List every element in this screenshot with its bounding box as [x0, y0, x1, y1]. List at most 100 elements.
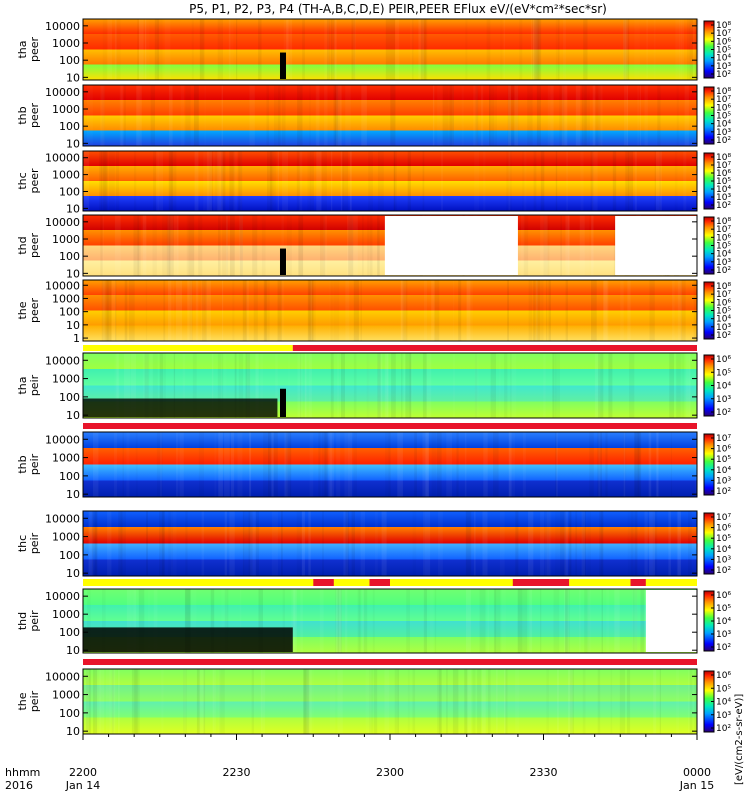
- panel-label-species: peir: [28, 610, 41, 632]
- spectrogram-texture: [102, 280, 686, 341]
- mode-bars: [83, 345, 697, 665]
- y-tick-label: 100: [59, 54, 80, 67]
- y-tick-label: 10000: [45, 86, 80, 99]
- low-count-region: [83, 627, 293, 652]
- y-tick-label: 10000: [45, 216, 80, 229]
- colorbar-tick-label: 10⁶: [716, 169, 731, 179]
- spectrogram-thc-peir: [83, 511, 697, 576]
- y-tick-label: 1000: [52, 531, 80, 544]
- y-tick-label: 10: [66, 725, 80, 738]
- y-tick-label: 1000: [52, 103, 80, 116]
- panel-label-species: peir: [28, 690, 41, 712]
- spectrogram-texture: [85, 669, 690, 734]
- colorbar-tick-label: 10⁴: [716, 250, 731, 260]
- colorbar-tick-label: 10⁴: [716, 617, 731, 627]
- y-tick-label: 10: [66, 137, 80, 150]
- y-tick-label: 10: [66, 71, 80, 84]
- burst-gap: [279, 52, 286, 79]
- panel-thb-peer: 10000 1000 100 10 thb peer 10⁸10⁷10⁶10⁵10⁴10³1…: [16, 84, 731, 150]
- mode-bar-segment: [512, 579, 570, 586]
- spectrogram-texture: [83, 151, 662, 211]
- burst-gap: [279, 248, 286, 275]
- y-tick-label: 10: [66, 202, 80, 215]
- colorbar-tick-label: 10²: [716, 408, 731, 418]
- colorbar-tick-label: 10⁸: [716, 153, 731, 163]
- y-tick-label: 1000: [52, 373, 80, 386]
- colorbar-tick-label: 10²: [716, 566, 731, 576]
- colorbar-tick-label: 10²: [716, 70, 731, 80]
- colorbar-tick-label: 10⁴: [716, 698, 731, 708]
- colorbar-tick-label: 10³: [716, 711, 731, 721]
- y-tick-label: 100: [59, 391, 80, 404]
- panel-thc-peer: 10000 1000 100 10 thc peer 10⁸10⁷10⁶10⁵10⁴10³1…: [16, 150, 731, 215]
- panel-label-species: peer: [28, 37, 41, 63]
- y-tick-label: 10: [66, 319, 80, 332]
- y-tick-label: 1000: [52, 608, 80, 621]
- colorbar-units-label: [eV/(cm2-s-sr-eV)]: [734, 694, 745, 785]
- y-tick-label: 100: [59, 707, 80, 720]
- panel-label-species: peer: [28, 233, 41, 259]
- colorbar-tick-label: 10⁵: [716, 242, 731, 252]
- y-tick-label: 10: [66, 267, 80, 280]
- panel-label-species: peir: [28, 453, 41, 475]
- colorbar: 10⁶ 10⁵ 10⁴ 10³ 10²: [703, 354, 731, 418]
- mode-bar: [83, 345, 697, 351]
- mode-bar: [83, 659, 697, 665]
- colorbar-tick-label: 10⁵: [716, 307, 731, 317]
- colorbar-tick-label: 10⁵: [716, 455, 731, 465]
- colorbar-tick-label: 10⁷: [716, 513, 731, 523]
- panel-tha-peir: 10000 1000 100 10 tha peir 10⁶ 10⁵ 10⁴ 10³ 10²: [16, 352, 731, 422]
- panel-frame: [82, 84, 698, 147]
- spectrogram-the-peir: [83, 669, 697, 734]
- mode-bar-segment: [83, 659, 697, 665]
- panel-tha-peer: 10000 1000 100 10 tha peer 10⁸10⁷10⁶10⁵10⁴10³1…: [16, 18, 731, 84]
- colorbar-tick-label: 10²: [716, 266, 731, 276]
- y-tick-label: 10000: [45, 354, 80, 367]
- colorbar-tick-label: 10⁵: [716, 604, 731, 614]
- mode-bar-segment: [83, 423, 697, 429]
- no-data-region: [615, 216, 697, 275]
- panel-label-species: peer: [28, 298, 41, 324]
- panel-thd-peir: 10000 1000 100 10 thd peir 10⁶ 10⁵ 10⁴ 10³ 10²: [16, 588, 731, 657]
- y-tick-label: 100: [59, 306, 80, 319]
- colorbar-tick-label: 10⁷: [716, 290, 731, 300]
- colorbar: 10⁶ 10⁵ 10⁴ 10³ 10²: [703, 670, 731, 734]
- y-tick-label: 10000: [45, 152, 80, 165]
- panel-label-probe: thc: [16, 172, 29, 189]
- low-count-region: [83, 398, 278, 417]
- y-tick-label: 1000: [52, 37, 80, 50]
- colorbar-tick-label: 10⁷: [716, 29, 731, 39]
- colorbar-tick-label: 10⁷: [716, 161, 731, 171]
- panel-label-probe: tha: [16, 376, 29, 394]
- colorbar-tick-label: 10⁵: [716, 46, 731, 56]
- spectrogram-the-peer: [83, 280, 697, 341]
- x-tick-date: Jan 14: [65, 779, 100, 792]
- colorbar-tick-label: 10²: [716, 487, 731, 497]
- y-tick-label: 1000: [52, 452, 80, 465]
- mode-bar-segment: [630, 579, 646, 586]
- colorbar-tick-label: 10⁷: [716, 434, 731, 444]
- colorbar-tick-label: 10³: [716, 193, 731, 203]
- panel-label-probe: thc: [16, 535, 29, 552]
- spectrogram-texture: [93, 432, 699, 497]
- x-tick-label: 0000: [683, 766, 711, 779]
- colorbar-tick-label: 10⁶: [716, 298, 731, 308]
- y-tick-label: 10: [66, 409, 80, 422]
- colorbar-tick-label: 10⁴: [716, 54, 731, 64]
- y-tick-label: 1000: [52, 689, 80, 702]
- colorbar-tick-label: 10³: [716, 62, 731, 72]
- y-tick-label: 100: [59, 186, 80, 199]
- panel-label-probe: thd: [16, 236, 29, 254]
- y-tick-label: 1: [73, 332, 80, 345]
- colorbar-tick-label: 10⁴: [716, 120, 731, 130]
- panel-thd-peer: 10000 1000 100 10 thd peer 10⁸10⁷10⁶10⁵10⁴10³1…: [16, 214, 731, 280]
- panel-frame: [82, 150, 698, 212]
- spectrogram-texture: [88, 511, 681, 576]
- colorbar-tick-label: 10⁶: [716, 355, 731, 365]
